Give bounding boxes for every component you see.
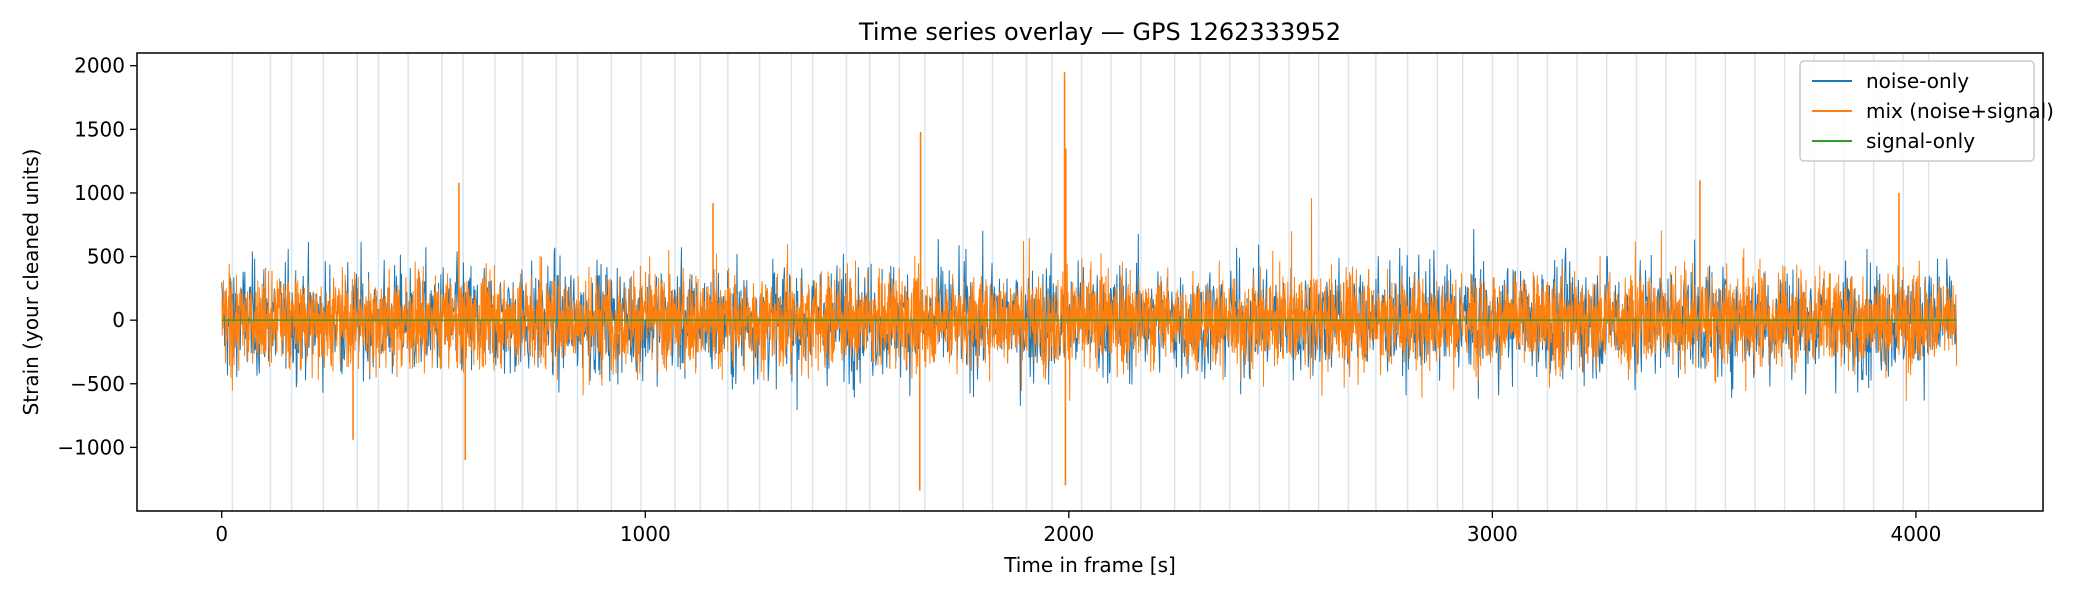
y-tick-label: 2000: [74, 54, 125, 78]
frame-boundary-lines: [231, 53, 1930, 511]
legend-label-mix: mix (noise+signal): [1866, 99, 2054, 123]
y-tick-label: −1000: [57, 435, 125, 459]
y-tick-label: 1500: [74, 117, 125, 141]
x-tick-label: 3000: [1467, 522, 1518, 546]
y-axis-ticks: −1000 −500 0 500 1000 1500 2000: [57, 54, 137, 459]
x-axis-label: Time in frame [s]: [1003, 553, 1176, 577]
plot-frame: [136, 52, 2044, 512]
y-axis-label: Strain (your cleaned units): [19, 149, 43, 416]
y-tick-label: 500: [87, 245, 125, 269]
y-tick-label: 0: [112, 308, 125, 332]
x-tick-label: 4000: [1890, 522, 1941, 546]
x-tick-label: 2000: [1043, 522, 1094, 546]
legend-label-signal-only: signal-only: [1866, 129, 1975, 153]
series-layer: [221, 72, 1958, 491]
series-mix-line: [221, 198, 1958, 402]
series-noise-only-line: [221, 229, 1958, 410]
y-tick-label: −500: [70, 372, 125, 396]
x-tick-label: 0: [215, 522, 228, 546]
x-tick-label: 1000: [620, 522, 671, 546]
legend-label-noise-only: noise-only: [1866, 69, 1969, 93]
legend-box: [1799, 60, 2035, 162]
chart-title: Time series overlay — GPS 1262333952: [858, 18, 1341, 46]
y-tick-label: 1000: [74, 181, 125, 205]
x-axis-ticks: 0 1000 2000 3000 4000: [215, 511, 1941, 546]
legend: noise-only mix (noise+signal) signal-onl…: [1799, 60, 2054, 162]
